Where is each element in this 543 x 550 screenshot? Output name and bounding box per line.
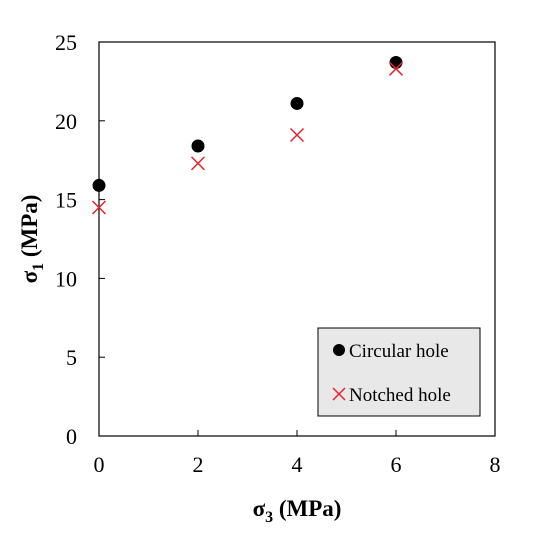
y-axis-title: σ1 (MPa) (17, 195, 47, 284)
y-tick-label: 10 (55, 266, 77, 291)
x-tick-label: 0 (94, 452, 105, 477)
x-axis-title-subscript: 3 (265, 509, 273, 526)
y-tick-label: 5 (66, 345, 77, 370)
x-tick-label: 4 (292, 452, 303, 477)
data-point-circular-hole (290, 96, 304, 110)
legend-marker-notched-hole (332, 387, 346, 401)
x-tick-label: 2 (193, 452, 204, 477)
y-axis-title-unit: (MPa) (17, 195, 42, 263)
y-axis-title-subscript: 1 (30, 263, 47, 271)
x-tick-label: 8 (490, 452, 501, 477)
legend: Circular hole Notched hole (317, 327, 481, 417)
x-axis-title-unit: (MPa) (273, 496, 341, 521)
x-axis-title: σ3 (MPa) (253, 496, 342, 526)
data-points (91, 55, 404, 215)
x-tick-label: 6 (391, 452, 402, 477)
data-point-notched-hole (91, 200, 107, 215)
data-point-circular-hole (92, 178, 106, 192)
x-axis-title-symbol: σ (253, 496, 266, 521)
legend-label-notched-hole: Notched hole (349, 385, 451, 406)
y-tick-label: 20 (55, 109, 77, 134)
data-point-circular-hole (389, 55, 403, 69)
legend-label-circular-hole: Circular hole (349, 341, 449, 362)
y-tick-label: 0 (66, 424, 77, 449)
y-tick-label: 15 (55, 188, 77, 213)
legend-box (317, 327, 481, 417)
legend-marker-circular-hole (333, 344, 345, 356)
data-point-notched-hole (388, 61, 404, 76)
data-point-notched-hole (190, 156, 206, 171)
y-axis-title-symbol: σ (17, 270, 42, 283)
y-tick-label: 25 (55, 30, 77, 55)
axis-ticks: 0 2 4 6 8 0 5 10 15 20 25 (55, 30, 501, 477)
data-point-circular-hole (191, 139, 205, 153)
data-point-notched-hole (289, 127, 305, 143)
